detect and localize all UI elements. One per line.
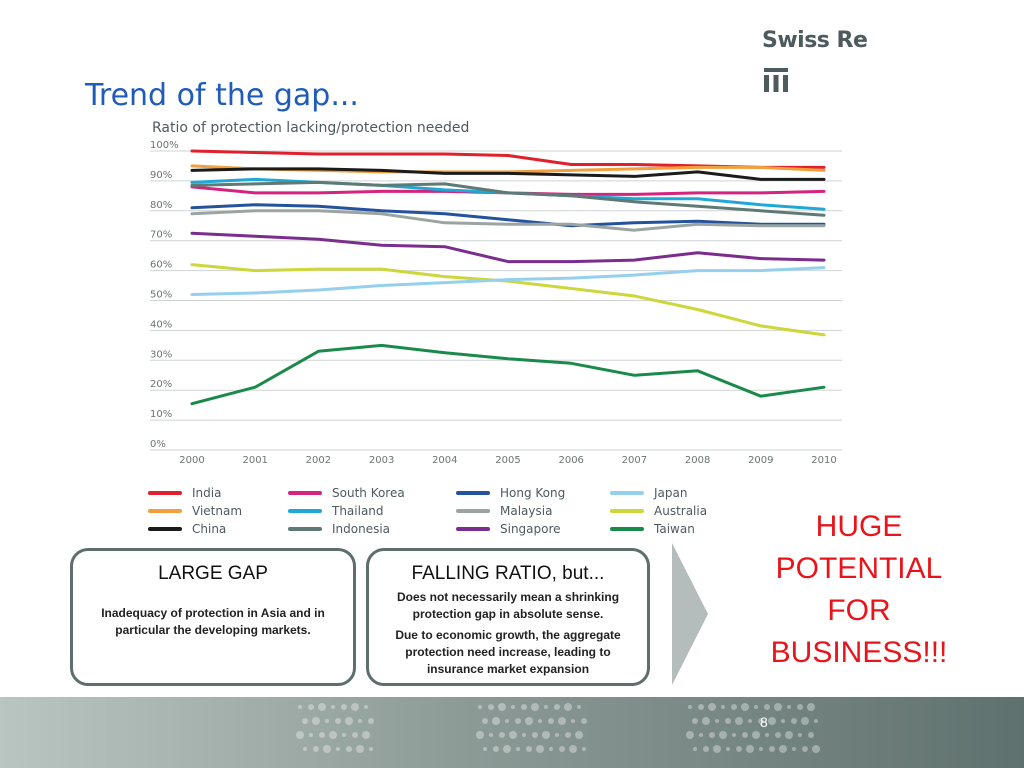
chevron-right-icon [672, 543, 708, 685]
series-line-hong-kong [190, 203, 826, 228]
page-number: 8 [760, 714, 768, 730]
y-tick-label: 40% [150, 319, 172, 330]
legend-label: South Korea [332, 486, 405, 500]
x-tick-label: 2009 [748, 455, 773, 466]
x-tick-label: 2004 [432, 455, 457, 466]
series-line-china [190, 167, 826, 181]
series-line-india [190, 149, 826, 169]
legend-swatch [456, 509, 490, 513]
series-line-indonesia [190, 180, 826, 217]
large-gap-text: Inadequacy of protection in Asia and in … [101, 606, 325, 637]
y-tick-label: 10% [150, 409, 172, 420]
y-tick-label: 20% [150, 379, 172, 390]
legend-label: Japan [654, 486, 688, 500]
legend-swatch [288, 527, 322, 531]
falling-ratio-text-1: Does not necessarily mean a shrinking pr… [396, 590, 620, 621]
legend-item-taiwan: Taiwan [610, 522, 695, 536]
callout-line-2: POTENTIAL [775, 552, 943, 585]
slide-title: Trend of the gap... [85, 78, 359, 113]
y-tick-label: 0% [150, 439, 166, 450]
legend-item-hong-kong: Hong Kong [456, 486, 565, 500]
legend-label: Vietnam [192, 504, 243, 518]
legend-label: China [192, 522, 227, 536]
series-line-australia [190, 263, 826, 337]
legend-label: Thailand [332, 504, 384, 518]
y-tick-label: 60% [150, 260, 172, 271]
legend-label: Singapore [500, 522, 561, 536]
line-chart: 0% 10% 20% 30% 40% 50% 60% 70% 80% 90% 100% 2000 200… [150, 140, 842, 466]
legend-item-vietnam: Vietnam [148, 504, 242, 518]
legend-label: Taiwan [654, 522, 695, 536]
x-tick-label: 2000 [179, 455, 204, 466]
falling-ratio-text-2: Due to economic growth, the aggregate pr… [395, 628, 621, 676]
legend-item-malaysia: Malaysia [456, 504, 552, 518]
series-line-malaysia [190, 209, 826, 232]
x-tick-label: 2005 [495, 455, 520, 466]
x-tick-label: 2003 [369, 455, 394, 466]
series-line-japan [190, 266, 826, 296]
x-tick-label: 2010 [811, 455, 836, 466]
legend-swatch [610, 527, 644, 531]
series-line-singapore [190, 231, 826, 264]
legend-swatch [288, 509, 322, 513]
legend-swatch [148, 509, 182, 513]
x-tick-label: 2008 [685, 455, 710, 466]
y-tick-label: 80% [150, 200, 172, 211]
legend-label: Indonesia [332, 522, 391, 536]
legend-label: India [192, 486, 222, 500]
large-gap-box: LARGE GAP Inadequacy of protection in As… [70, 548, 356, 686]
legend-item-japan: Japan [610, 486, 687, 500]
x-tick-label: 2002 [306, 455, 331, 466]
legend-swatch [148, 527, 182, 531]
callout-line-3: FOR [827, 594, 891, 627]
legend-item-australia: Australia [610, 504, 707, 518]
legend-swatch [610, 491, 644, 495]
legend-item-india: India [148, 486, 221, 500]
legend-item-thailand: Thailand [288, 504, 384, 518]
legend-swatch [288, 491, 322, 495]
legend-item-indonesia: Indonesia [288, 522, 390, 536]
chart-legend: India South Korea Hong Kong Japan Vietnam Tha… [148, 486, 848, 542]
footer-dot-pattern [296, 703, 820, 753]
y-tick-label: 50% [150, 290, 172, 301]
y-tick-label: 90% [150, 170, 172, 181]
legend-label: Australia [654, 504, 708, 518]
large-gap-title: LARGE GAP [158, 563, 268, 584]
legend-swatch [456, 527, 490, 531]
legend-item-singapore: Singapore [456, 522, 561, 536]
legend-item-south-korea: South Korea [288, 486, 405, 500]
y-tick-label: 30% [150, 349, 172, 360]
falling-ratio-box: FALLING RATIO, but... Does not necessari… [366, 548, 650, 686]
x-tick-label: 2001 [242, 455, 267, 466]
x-tick-label: 2006 [558, 455, 583, 466]
y-tick-label: 70% [150, 230, 172, 241]
legend-swatch [610, 509, 644, 513]
chart-title: Ratio of protection lacking/protection n… [152, 120, 470, 136]
legend-swatch [456, 491, 490, 495]
legend-label: Hong Kong [500, 486, 566, 500]
legend-label: Malaysia [500, 504, 553, 518]
business-potential-callout: HUGE POTENTIAL FOR BUSINESS!!! [748, 506, 970, 674]
callout-line-1: HUGE [815, 510, 903, 543]
legend-swatch [148, 491, 182, 495]
falling-ratio-title: FALLING RATIO, but... [411, 563, 605, 584]
legend-item-china: China [148, 522, 226, 536]
series-line-taiwan [190, 343, 826, 406]
callout-line-4: BUSINESS!!! [770, 636, 948, 669]
company-logo-text: Swiss Re [762, 28, 868, 53]
footer-bar [0, 697, 1024, 768]
x-tick-label: 2007 [622, 455, 647, 466]
swiss-re-logo-icon [764, 68, 788, 92]
y-tick-label: 100% [150, 140, 179, 151]
